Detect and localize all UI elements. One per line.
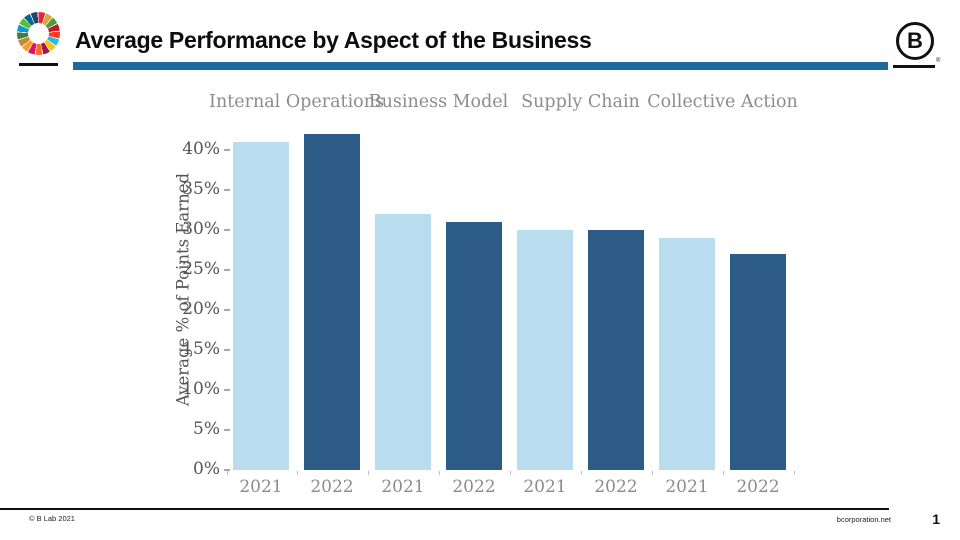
x-axis-tick bbox=[722, 471, 724, 475]
x-axis-tick bbox=[580, 471, 582, 475]
x-axis-year-label: 2021 bbox=[665, 477, 709, 497]
x-axis-tick bbox=[296, 471, 298, 475]
x-axis-tick bbox=[651, 471, 653, 475]
slide-title: Average Performance by Aspect of the Bus… bbox=[75, 27, 592, 53]
x-axis-year-label: 2022 bbox=[452, 477, 496, 497]
y-axis-tick bbox=[224, 349, 230, 351]
y-axis-tick-label: 10% bbox=[182, 379, 220, 399]
x-axis-tick bbox=[227, 471, 228, 475]
category-label-collective-action: Collective Action bbox=[647, 92, 798, 112]
x-axis-tick bbox=[367, 471, 369, 475]
y-axis-tick-label: 30% bbox=[182, 219, 220, 239]
bar-2022-internal-operations bbox=[304, 134, 360, 470]
sdg-wheel-logo-icon bbox=[17, 12, 60, 55]
category-label-internal-operations: Internal Operations bbox=[209, 92, 384, 112]
y-axis-tick bbox=[224, 229, 230, 231]
footer-copyright: © B Lab 2021 bbox=[29, 514, 75, 523]
x-axis-tick bbox=[793, 471, 795, 475]
y-axis-tick-label: 35% bbox=[182, 179, 220, 199]
category-label-business-model: Business Model bbox=[368, 92, 509, 112]
footer-divider bbox=[0, 508, 889, 510]
y-axis-tick bbox=[224, 269, 230, 271]
bar-2021-supply-chain bbox=[517, 230, 573, 470]
y-axis-tick bbox=[224, 149, 230, 151]
y-axis-tick bbox=[224, 189, 230, 191]
x-axis-year-label: 2022 bbox=[736, 477, 780, 497]
category-label-supply-chain: Supply Chain bbox=[521, 92, 640, 112]
x-axis-year-label: 2022 bbox=[594, 477, 638, 497]
title-accent-rule bbox=[73, 62, 888, 70]
y-axis-tick bbox=[224, 389, 230, 391]
x-axis-year-label: 2021 bbox=[381, 477, 425, 497]
x-axis-year-label: 2022 bbox=[310, 477, 354, 497]
bar-2021-business-model bbox=[375, 214, 431, 470]
y-axis-tick bbox=[224, 469, 230, 471]
y-axis-tick-label: 25% bbox=[182, 259, 220, 279]
y-axis-tick-label: 15% bbox=[182, 339, 220, 359]
y-axis-tick-label: 40% bbox=[182, 139, 220, 159]
bar-2022-business-model bbox=[446, 222, 502, 470]
sdg-wheel-center bbox=[28, 23, 49, 44]
y-axis-tick-label: 20% bbox=[182, 299, 220, 319]
bar-2021-collective-action bbox=[659, 238, 715, 470]
registered-trademark-icon: ® bbox=[936, 58, 941, 64]
x-axis-year-label: 2021 bbox=[239, 477, 283, 497]
sdg-logo-underline bbox=[19, 63, 58, 66]
x-axis-tick bbox=[509, 471, 511, 475]
footer-website: bcorporation.net bbox=[836, 515, 891, 524]
bcorp-logo-underline bbox=[893, 65, 935, 68]
bar-2021-internal-operations bbox=[233, 142, 289, 470]
y-axis-tick-label: 0% bbox=[193, 459, 220, 479]
bar-2022-collective-action bbox=[730, 254, 786, 470]
x-axis-year-label: 2021 bbox=[523, 477, 567, 497]
bar-2022-supply-chain bbox=[588, 230, 644, 470]
x-axis-tick bbox=[438, 471, 440, 475]
y-axis-tick bbox=[224, 309, 230, 311]
bcorp-logo-icon: B bbox=[896, 22, 934, 60]
bcorp-logo-letter: B bbox=[907, 28, 923, 53]
y-axis-tick bbox=[224, 429, 230, 431]
y-axis-tick-label: 5% bbox=[193, 419, 220, 439]
page-number: 1 bbox=[932, 511, 940, 527]
